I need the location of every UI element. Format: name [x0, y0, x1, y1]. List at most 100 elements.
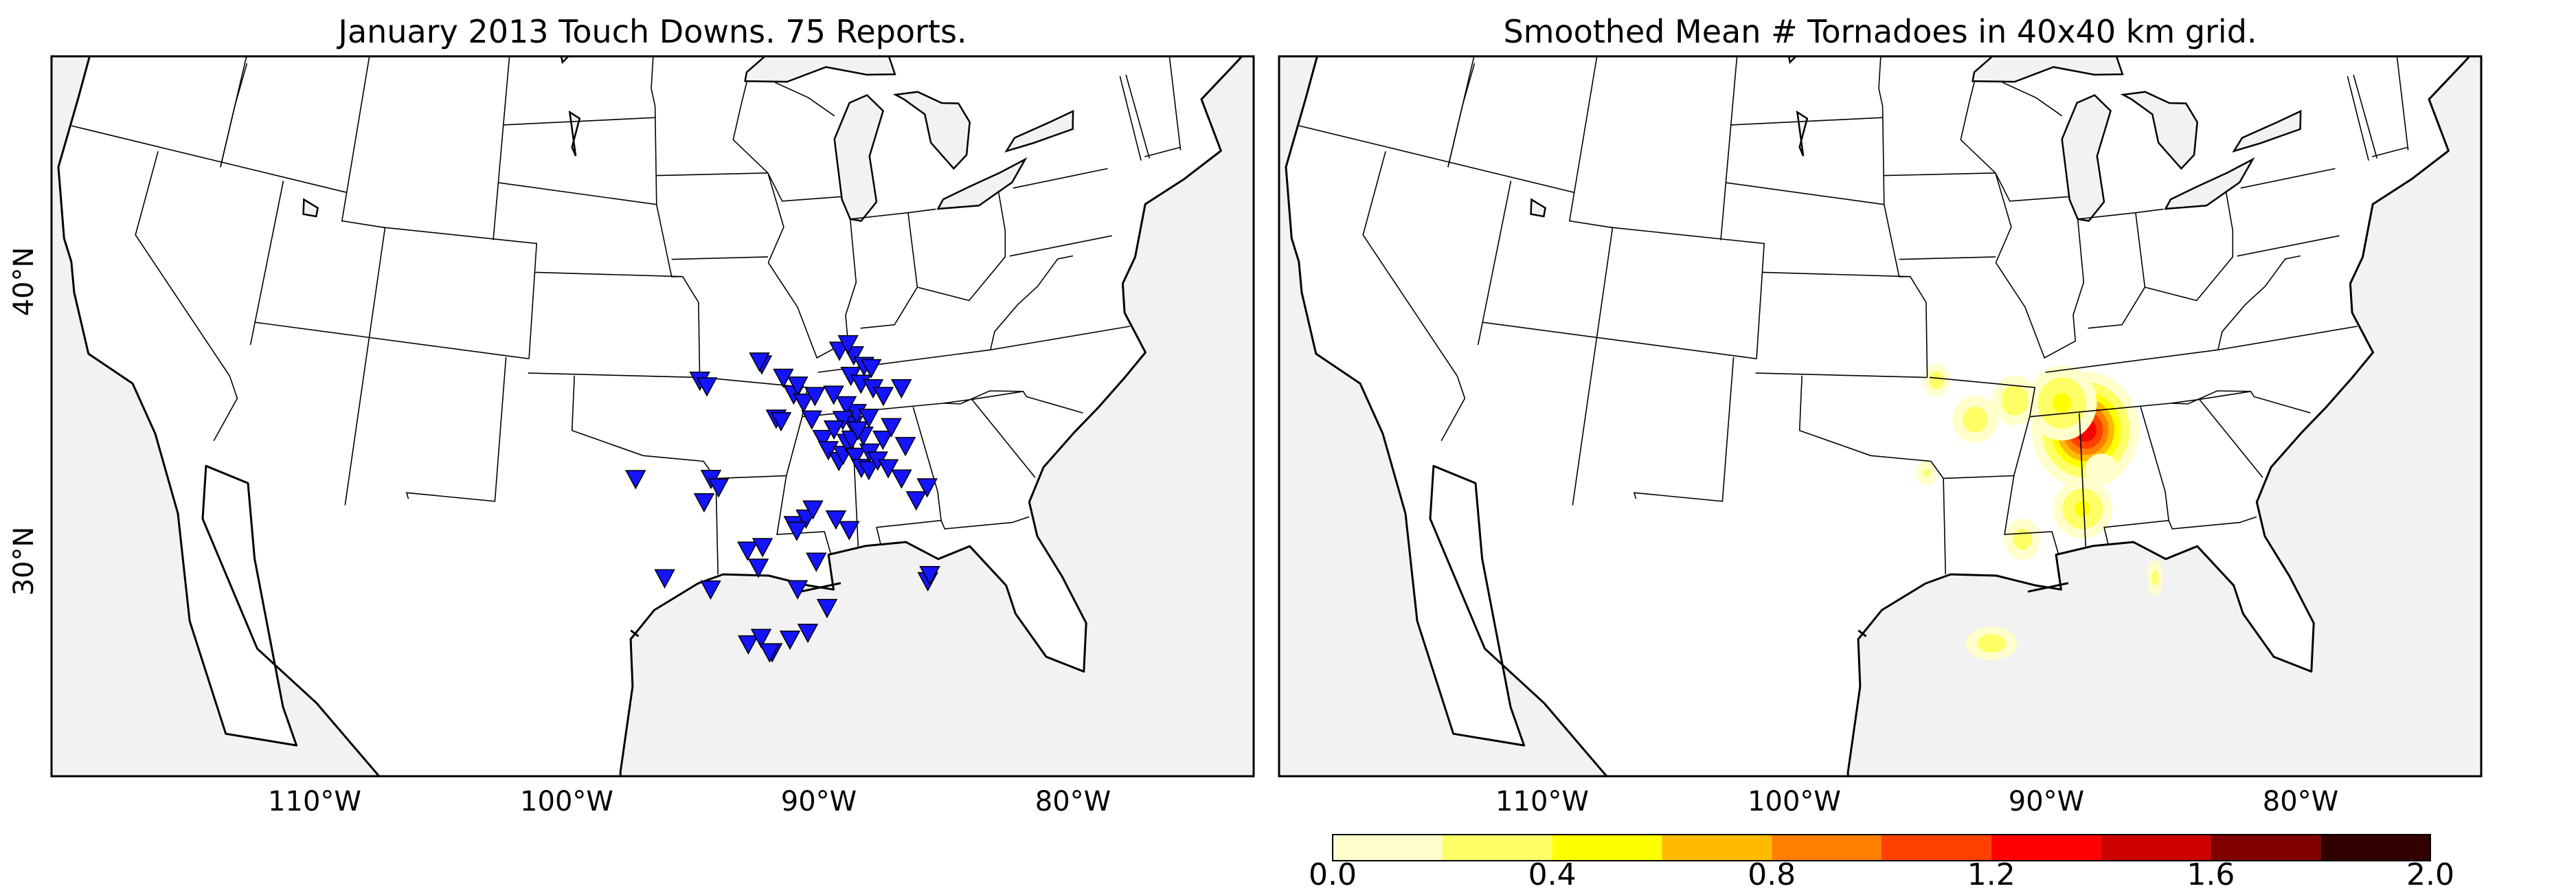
right-lon-labels: 110°W 100°W 90°W 80°W — [1495, 786, 2338, 817]
state-border — [1119, 76, 1142, 161]
state-border — [2371, 146, 2408, 157]
state-border — [2171, 390, 2311, 414]
great-lake — [834, 95, 883, 221]
tornado-report-marker — [839, 521, 860, 541]
state-border — [767, 172, 784, 263]
tornado-report-marker — [700, 580, 721, 600]
left-map-frame — [50, 55, 1255, 778]
colorbar-swatch — [1662, 835, 1772, 861]
state-border — [1755, 372, 1928, 378]
lat-label-30n: 30°N — [8, 527, 40, 596]
coastline — [813, 807, 929, 893]
density-contour-band — [2013, 528, 2032, 550]
tornado-report-marker — [877, 459, 899, 479]
state-border — [971, 398, 1036, 478]
colorbar-tick-label: 1.2 — [1967, 857, 2015, 892]
right-basemap-land — [1286, 56, 2470, 776]
state-border — [2079, 413, 2087, 547]
density-contour-band — [2000, 385, 2029, 416]
lon-label: 90°W — [2009, 786, 2084, 817]
tornado-report-marker — [919, 565, 940, 586]
density-contour-band — [2151, 570, 2159, 586]
coastline — [1285, 56, 2471, 776]
tornado-report-marker — [787, 580, 809, 600]
state-border — [1299, 125, 1574, 193]
lake-shore — [2164, 157, 2255, 210]
inland-water — [1787, 56, 1798, 65]
tornado-report-marker — [779, 630, 801, 651]
density-contour-band — [2075, 501, 2090, 517]
state-border — [990, 255, 1074, 350]
left-map-panel — [50, 55, 1255, 893]
state-border — [2347, 76, 2369, 161]
great-lake — [1006, 111, 1074, 151]
lon-label: 90°W — [781, 786, 857, 817]
state-border — [2077, 208, 2164, 220]
tornado-report-marker — [787, 376, 809, 396]
state-border — [1960, 80, 1996, 174]
colorbar-frame — [1332, 834, 2431, 861]
state-border — [220, 63, 248, 168]
state-border — [940, 516, 1030, 530]
state-border — [671, 256, 769, 260]
state-border — [1878, 56, 1884, 106]
state-border — [135, 151, 231, 376]
tornado-report-marker — [801, 410, 823, 430]
state-border — [341, 56, 386, 506]
state-border — [1009, 235, 1112, 257]
tornado-report-marker — [858, 408, 880, 429]
tornado-report-marker — [654, 569, 675, 589]
tornado-report-marker — [804, 387, 826, 407]
state-border — [1899, 256, 1996, 260]
state-border — [1943, 475, 2014, 479]
state-border — [2217, 255, 2301, 350]
state-border — [2029, 391, 2251, 418]
colorbar-swatch — [1552, 835, 1662, 861]
tornado-report-marker — [891, 469, 912, 489]
colorbar-swatch — [1442, 835, 1552, 861]
tornado-report-marker — [802, 500, 824, 520]
tornado-report-marker — [747, 558, 769, 578]
tornado-report-marker — [773, 368, 794, 388]
colorbar: 0.0 0.4 0.8 1.2 1.6 2.0 — [1309, 834, 2454, 892]
lake-shore — [1004, 109, 1074, 153]
density-contour-band — [1977, 634, 2006, 653]
tornado-report-marker — [752, 538, 773, 558]
left-panel-title: January 2013 Touch Downs. 75 Reports. — [336, 13, 967, 50]
colorbar-tick-label: 0.8 — [1748, 857, 1796, 892]
lake-shore — [1971, 56, 2124, 83]
great-lake — [2123, 91, 2197, 169]
tornado-report-marker — [835, 396, 857, 416]
lake-shore — [892, 91, 971, 170]
tornado-report-marker — [625, 470, 646, 490]
tornado-report-marker — [786, 521, 808, 541]
lon-label: 100°W — [1748, 786, 1841, 817]
state-border — [503, 117, 655, 126]
state-border — [1995, 172, 2070, 202]
state-border — [2168, 516, 2257, 530]
tornado-report-marker — [894, 437, 916, 457]
state-border — [383, 227, 538, 359]
state-border — [651, 56, 656, 106]
tornado-report-marker — [847, 421, 869, 441]
tornado-report-marker — [823, 420, 845, 440]
tornado-report-marker — [693, 493, 715, 513]
tornado-report-marker — [708, 478, 730, 498]
tornado-report-marker — [696, 377, 718, 397]
state-border — [2145, 190, 2234, 302]
land-area — [58, 56, 1242, 776]
lake-shore — [833, 94, 885, 222]
state-border — [2010, 5, 2087, 12]
tornado-report-marker — [858, 461, 880, 481]
state-border — [571, 375, 719, 575]
state-border — [1726, 182, 1884, 205]
inland-water — [1530, 198, 1546, 218]
state-border — [2002, 82, 2063, 117]
inland-water — [560, 56, 570, 65]
tornado-report-marker — [816, 598, 838, 619]
tornado-report-marker — [770, 412, 792, 432]
state-border — [405, 357, 507, 502]
coastline — [630, 629, 640, 637]
density-contour-band — [1962, 406, 1989, 433]
lake-shore — [2120, 91, 2198, 170]
